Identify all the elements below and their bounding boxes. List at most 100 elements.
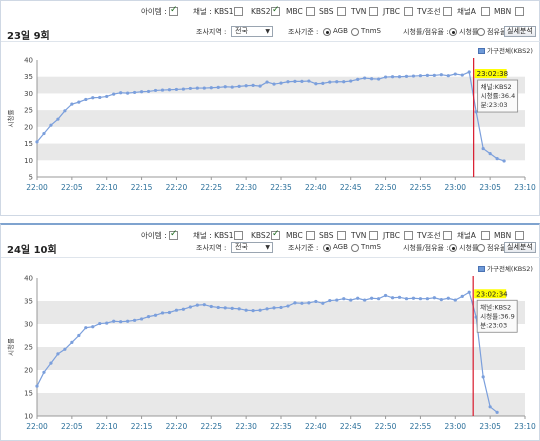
x-tick-label: 22:55 bbox=[410, 422, 432, 431]
filter-label: KBS2 bbox=[251, 231, 271, 240]
filter-label: SBS bbox=[319, 231, 334, 240]
filter-label: 채널 : KBS1 bbox=[193, 7, 234, 16]
tooltip-line: 분:23:03 bbox=[480, 321, 507, 329]
filter-checkbox[interactable] bbox=[481, 231, 490, 240]
x-tick-label: 22:15 bbox=[131, 422, 153, 431]
filter-checkbox[interactable] bbox=[443, 231, 452, 240]
filter-checkbox[interactable] bbox=[369, 7, 378, 16]
data-point bbox=[390, 75, 395, 79]
marker-time-label: 23:02:38 bbox=[477, 70, 508, 78]
data-point bbox=[425, 73, 429, 77]
data-point bbox=[383, 75, 388, 79]
x-tick-label: 22:00 bbox=[26, 183, 48, 192]
data-point bbox=[349, 79, 353, 83]
filter-checkbox[interactable] bbox=[443, 7, 452, 16]
data-point bbox=[195, 303, 199, 307]
data-point bbox=[488, 152, 492, 156]
data-point bbox=[356, 296, 360, 300]
controls-row: 조사지역 : 전국 ▼ 조사기준 : AGB TnmS 시청률/점유율 : 시청률… bbox=[1, 241, 540, 255]
target-radio-agb[interactable] bbox=[323, 28, 331, 36]
metric-radio-rating[interactable] bbox=[449, 244, 457, 252]
filter-checkbox[interactable] bbox=[306, 231, 315, 240]
x-tick-label: 22:10 bbox=[96, 183, 118, 192]
filter-checkbox[interactable] bbox=[515, 231, 524, 240]
y-axis-label: 시청률 bbox=[7, 110, 15, 128]
filter-checkbox[interactable] bbox=[306, 7, 315, 16]
y-tick-label: 30 bbox=[24, 321, 33, 329]
x-tick-label: 22:50 bbox=[375, 183, 397, 192]
target-radio-tnms[interactable] bbox=[351, 28, 359, 36]
y-tick-label: 25 bbox=[24, 344, 33, 352]
filter-checkbox[interactable] bbox=[234, 231, 243, 240]
filter-label: 채널A bbox=[457, 231, 476, 240]
data-point bbox=[119, 320, 123, 324]
tooltip bbox=[476, 299, 518, 333]
region-select[interactable]: 전국 ▼ bbox=[231, 26, 273, 37]
filter-checkbox[interactable] bbox=[337, 7, 346, 16]
realtime-analysis-button[interactable]: 실세분석 bbox=[504, 242, 536, 253]
filter-checkbox[interactable] bbox=[271, 229, 280, 240]
data-point bbox=[370, 77, 374, 81]
data-point bbox=[300, 79, 304, 83]
metric-radio-share[interactable] bbox=[477, 244, 485, 252]
y-tick-label: 20 bbox=[24, 123, 33, 131]
filter-label: JTBC bbox=[383, 7, 401, 16]
realtime-analysis-button[interactable]: 실세분석 bbox=[504, 26, 536, 37]
data-point bbox=[383, 293, 388, 298]
filter-bar: 아이템 : 채널 : KBS1 KBS2 MBC SBS TVN JTBC TV조선 채널A MB… bbox=[1, 229, 540, 243]
data-point bbox=[133, 318, 137, 322]
data-point bbox=[139, 317, 144, 321]
region-select[interactable]: 전국 ▼ bbox=[231, 242, 273, 253]
grid-band bbox=[37, 110, 525, 127]
tooltip-line: 시청률:36.4 bbox=[481, 92, 516, 100]
target-radio-tnms[interactable] bbox=[351, 244, 359, 252]
data-point bbox=[63, 109, 67, 113]
x-tick-label: 22:45 bbox=[340, 422, 362, 431]
data-point bbox=[181, 87, 185, 91]
data-point bbox=[251, 309, 255, 313]
data-point bbox=[460, 294, 464, 298]
tooltip-line: 채널:KBS2 bbox=[481, 82, 512, 91]
metric-radio-share[interactable] bbox=[477, 28, 485, 36]
data-point bbox=[126, 319, 130, 323]
x-tick-label: 22:30 bbox=[235, 183, 257, 192]
metric-radio-rating[interactable] bbox=[449, 28, 457, 36]
filter-checkbox[interactable] bbox=[169, 229, 178, 240]
data-point bbox=[77, 333, 81, 338]
data-point bbox=[439, 73, 443, 77]
target-tnms-label: TnmS bbox=[361, 27, 381, 35]
data-point bbox=[356, 77, 360, 81]
data-point bbox=[112, 319, 116, 323]
filter-checkbox[interactable] bbox=[404, 231, 413, 240]
x-tick-label: 23:05 bbox=[479, 422, 501, 431]
data-point bbox=[63, 347, 67, 351]
data-point bbox=[272, 306, 276, 310]
data-point bbox=[265, 80, 269, 84]
filter-checkbox[interactable] bbox=[169, 5, 178, 16]
data-point bbox=[279, 81, 283, 85]
filter-checkbox[interactable] bbox=[481, 7, 490, 16]
x-tick-label: 22:45 bbox=[340, 183, 362, 192]
target-radio-agb[interactable] bbox=[323, 244, 331, 252]
data-point bbox=[146, 89, 151, 94]
filter-checkbox[interactable] bbox=[271, 5, 280, 16]
data-point bbox=[35, 384, 39, 388]
data-point bbox=[404, 74, 409, 78]
filter-checkbox[interactable] bbox=[369, 231, 378, 240]
data-point bbox=[495, 157, 499, 161]
filter-checkbox[interactable] bbox=[337, 231, 346, 240]
tooltip-line: 시청률:36.9 bbox=[480, 312, 515, 320]
filter-checkbox[interactable] bbox=[404, 7, 413, 16]
filter-checkbox[interactable] bbox=[234, 7, 243, 16]
data-point bbox=[411, 74, 416, 78]
region-label: 조사지역 : bbox=[196, 28, 227, 36]
divider bbox=[1, 257, 540, 258]
filter-label: 채널 : KBS1 bbox=[193, 231, 234, 240]
y-tick-label: 10 bbox=[24, 157, 33, 165]
filter-checkbox[interactable] bbox=[515, 7, 524, 16]
data-point bbox=[237, 307, 241, 311]
data-point bbox=[42, 370, 46, 374]
data-point bbox=[377, 77, 381, 81]
data-point bbox=[153, 313, 158, 317]
metric-share-label: 점유율 bbox=[487, 244, 507, 252]
